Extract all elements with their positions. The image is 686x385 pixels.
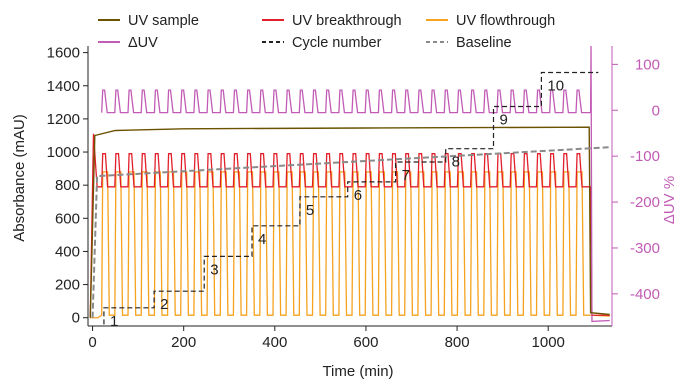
x-tick-label: 600	[353, 334, 378, 351]
cycle-step-label: 8	[452, 154, 460, 171]
y-tick-label: 200	[55, 277, 80, 294]
axis-labels: Time (min) Absorbance (mAU) ΔUV %	[11, 114, 678, 380]
cycle-steps: 1 2 3 4 5 6 7 8 9 10	[103, 71, 599, 330]
cycle-step-label: 4	[258, 231, 266, 248]
x-tick-label: 800	[445, 334, 470, 351]
y-tick-label: 1000	[47, 144, 80, 161]
legend-label: UV flowthrough	[456, 13, 555, 29]
cycle-step-label: 9	[500, 111, 508, 128]
uv-flowthrough-line	[90, 171, 610, 319]
y2-tick-label: -200	[630, 194, 660, 211]
x-tick-label: 1000	[532, 334, 565, 351]
y2-tick-label: 100	[635, 56, 660, 73]
cycle-step-label: 7	[402, 167, 410, 184]
cycle-step-label: 10	[547, 78, 564, 95]
x-axis-label: Time (min)	[322, 363, 393, 380]
y-tick-label: 800	[55, 177, 80, 194]
legend-label: UV breakthrough	[292, 13, 402, 29]
legend-label: Baseline	[456, 35, 512, 51]
legend-label: ΔUV	[128, 35, 158, 51]
series-layer	[89, 45, 613, 323]
cycle-step-label: 2	[160, 296, 168, 313]
x-tick-label: 0	[88, 334, 96, 351]
y2-tick-label: -300	[630, 240, 660, 257]
baseline-line	[91, 146, 613, 318]
y-tick-label: 1400	[47, 78, 80, 95]
y-tick-label: 1600	[47, 45, 80, 62]
y-tick-label: 1200	[47, 111, 80, 128]
legend-label: Cycle number	[292, 35, 382, 51]
uv-breakthrough-line	[89, 133, 610, 318]
cycle-step-label: 6	[354, 187, 362, 204]
legend: UV sample UV breakthrough UV flowthrough ΔU…	[98, 13, 555, 51]
cycle-number-line	[103, 71, 599, 325]
y-tick-label: 0	[72, 310, 80, 327]
y-axis-label: Absorbance (mAU)	[11, 114, 28, 242]
y2-tick-label: -400	[630, 286, 660, 303]
delta-uv-line	[101, 45, 610, 323]
y2-tick-label: -100	[630, 148, 660, 165]
y-tick-label: 600	[55, 210, 80, 227]
x-tick-label: 400	[262, 334, 287, 351]
x-tick-label: 200	[171, 334, 196, 351]
cycle-step-label: 1	[110, 313, 118, 330]
y2-tick-label: 0	[652, 102, 660, 119]
y2-axis-label: ΔUV %	[661, 176, 678, 224]
uv-sample-line	[89, 126, 610, 318]
legend-label: UV sample	[128, 13, 199, 29]
y-tick-label: 400	[55, 243, 80, 260]
cycle-step-label: 3	[210, 261, 218, 278]
cycle-step-label: 5	[306, 202, 314, 219]
